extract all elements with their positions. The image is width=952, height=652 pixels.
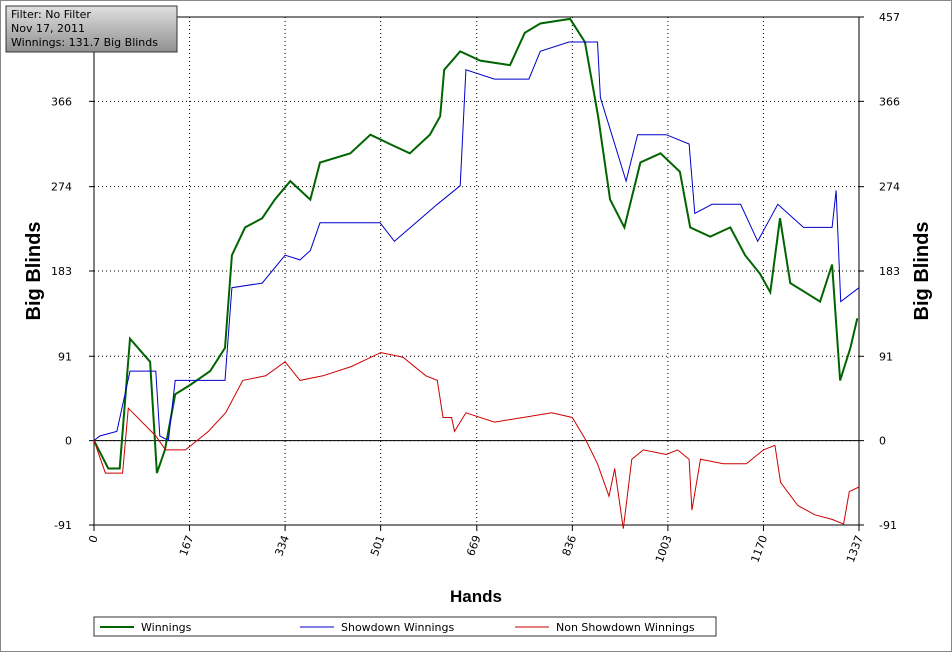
legend-label: Winnings bbox=[141, 621, 192, 634]
series-line bbox=[93, 17, 859, 474]
x-tick-label: 0 bbox=[86, 534, 101, 545]
y-axis-title: Big Blinds bbox=[23, 222, 45, 321]
y2-tick-label: -91 bbox=[879, 519, 897, 532]
x-axis-title: Hands bbox=[450, 587, 502, 606]
series-line bbox=[93, 41, 860, 442]
y2-axis-title: Big Blinds bbox=[911, 222, 933, 321]
info-date: Nov 17, 2011 bbox=[11, 22, 85, 35]
y-tick-label: 0 bbox=[65, 435, 72, 448]
y2-tick-label: 457 bbox=[879, 11, 900, 24]
y2-tick-label: 91 bbox=[879, 350, 893, 363]
info-filter: Filter: No Filter bbox=[11, 8, 91, 21]
y2-tick-label: 274 bbox=[879, 181, 900, 194]
legend-label: Non Showdown Winnings bbox=[556, 621, 695, 634]
y2-tick-label: 0 bbox=[879, 435, 886, 448]
legend-items: Winnings Showdown Winnings Non Showdown Wi… bbox=[100, 621, 695, 634]
y-tick-label: -91 bbox=[54, 519, 72, 532]
y2-tick-label: 366 bbox=[879, 95, 900, 108]
legend bbox=[93, 616, 717, 637]
y-tick-label: 366 bbox=[51, 95, 72, 108]
y-tick-label: 91 bbox=[58, 350, 72, 363]
legend-label: Showdown Winnings bbox=[341, 621, 455, 634]
y-tick-label: 274 bbox=[51, 181, 72, 194]
info-box bbox=[5, 5, 178, 53]
series-line bbox=[93, 352, 860, 529]
y-tick-label: 183 bbox=[51, 265, 72, 278]
info-winnings: Winnings: 131.7 Big Blinds bbox=[11, 36, 158, 49]
y2-tick-label: 183 bbox=[879, 265, 900, 278]
